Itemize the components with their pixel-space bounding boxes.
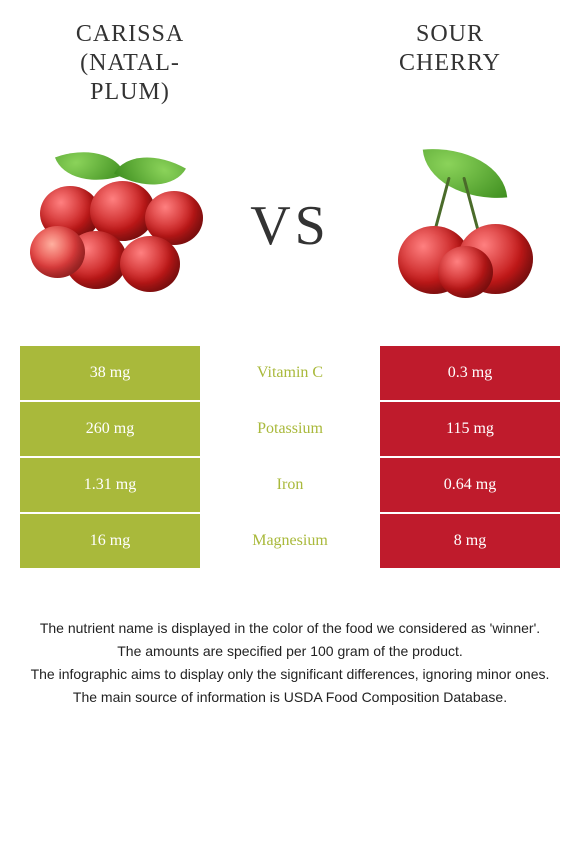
nutrient-left-value: 1.31 mg <box>20 458 200 512</box>
nutrient-row: 38 mgVitamin C0.3 mg <box>20 346 560 400</box>
nutrient-row: 16 mgMagnesium8 mg <box>20 514 560 568</box>
footer-line: The infographic aims to display only the… <box>30 664 550 685</box>
nutrient-name: Vitamin C <box>200 346 380 400</box>
header: CARISSA (NATAL-PLUM) SOUR CHERRY <box>20 20 560 106</box>
footer-notes: The nutrient name is displayed in the co… <box>20 618 560 710</box>
nutrient-table: 38 mgVitamin C0.3 mg260 mgPotassium115 m… <box>20 346 560 568</box>
nutrient-right-value: 8 mg <box>380 514 560 568</box>
nutrient-right-value: 0.3 mg <box>380 346 560 400</box>
nutrient-name: Magnesium <box>200 514 380 568</box>
left-food-title: CARISSA (NATAL-PLUM) <box>50 20 210 106</box>
footer-line: The amounts are specified per 100 gram o… <box>30 641 550 662</box>
nutrient-row: 1.31 mgIron0.64 mg <box>20 458 560 512</box>
right-food-title: SOUR CHERRY <box>370 20 530 78</box>
infographic-container: CARISSA (NATAL-PLUM) SOUR CHERRY VS <box>0 0 580 844</box>
nutrient-right-value: 0.64 mg <box>380 458 560 512</box>
right-food-image <box>360 136 560 316</box>
footer-line: The main source of information is USDA F… <box>30 687 550 708</box>
nutrient-left-value: 260 mg <box>20 402 200 456</box>
nutrient-left-value: 38 mg <box>20 346 200 400</box>
vs-label: VS <box>250 194 330 258</box>
nutrient-left-value: 16 mg <box>20 514 200 568</box>
nutrient-row: 260 mgPotassium115 mg <box>20 402 560 456</box>
nutrient-name: Potassium <box>200 402 380 456</box>
nutrient-right-value: 115 mg <box>380 402 560 456</box>
images-row: VS <box>20 126 560 326</box>
nutrient-name: Iron <box>200 458 380 512</box>
footer-line: The nutrient name is displayed in the co… <box>30 618 550 639</box>
left-food-image <box>20 136 220 316</box>
